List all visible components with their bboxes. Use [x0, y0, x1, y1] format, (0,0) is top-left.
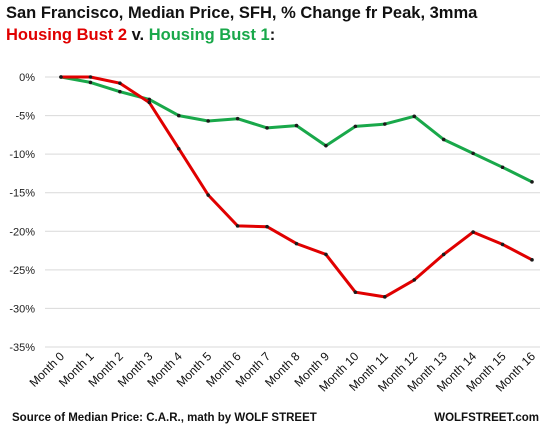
data-point: [383, 122, 387, 126]
data-point: [118, 89, 122, 94]
series-line-1: [59, 75, 534, 184]
data-point: [235, 224, 240, 228]
data-point: [235, 116, 240, 121]
series-line-2: [59, 75, 534, 299]
y-tick-label: -25%: [9, 265, 35, 277]
data-point: [383, 295, 387, 299]
data-point: [500, 165, 505, 170]
data-point: [500, 242, 505, 247]
data-point: [530, 258, 534, 262]
data-point: [118, 81, 122, 85]
y-tick-label: -10%: [9, 149, 35, 161]
data-point: [59, 75, 63, 79]
data-point: [530, 180, 534, 184]
subtitle-end: :: [269, 26, 276, 44]
subtitle-series-2: Housing Bust 2: [6, 26, 128, 44]
source-note: Source of Median Price: C.A.R., math by …: [12, 412, 317, 424]
data-point: [324, 252, 328, 257]
data-point: [265, 126, 269, 130]
data-point: [353, 124, 358, 129]
data-point: [88, 80, 93, 85]
data-point: [176, 113, 181, 118]
y-tick-label: 0%: [19, 72, 35, 84]
data-point: [147, 100, 152, 105]
data-point: [324, 143, 328, 148]
data-point: [471, 151, 475, 156]
data-point: [441, 137, 446, 142]
data-point: [353, 290, 358, 295]
data-point: [206, 193, 210, 197]
data-point: [265, 224, 269, 229]
data-point: [294, 241, 299, 246]
y-tick-label: -5%: [15, 111, 35, 123]
data-point: [412, 278, 417, 282]
y-tick-label: -15%: [9, 188, 35, 200]
brand-label: WOLFSTREET.com: [434, 412, 539, 424]
data-point: [88, 75, 93, 79]
data-point: [206, 119, 210, 123]
subtitle-connector: v.: [127, 26, 149, 44]
data-point: [412, 114, 417, 119]
data-point: [441, 252, 446, 257]
y-tick-label: -20%: [9, 226, 35, 238]
data-point: [471, 230, 475, 234]
data-point: [176, 146, 181, 151]
subtitle-series-1: Housing Bust 1: [148, 26, 270, 44]
chart-subtitle: Housing Bust 2 v. Housing Bust 1:: [6, 26, 275, 45]
y-tick-label: -30%: [9, 303, 35, 315]
data-point: [294, 123, 299, 128]
y-tick-label: -35%: [9, 342, 35, 354]
chart-title: San Francisco, Median Price, SFH, % Chan…: [6, 4, 478, 22]
